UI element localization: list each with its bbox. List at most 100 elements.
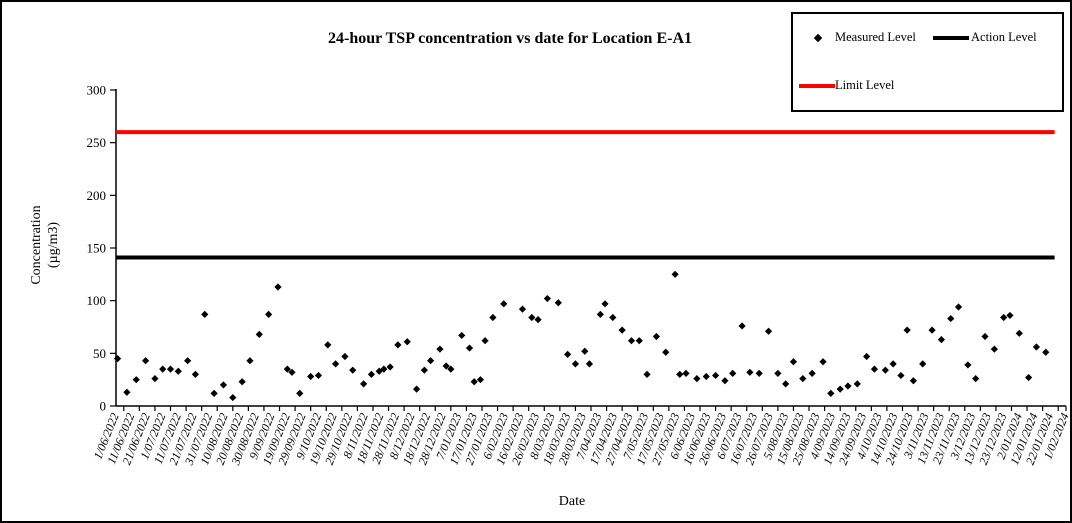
data-point [159,365,167,373]
data-point [808,369,816,377]
data-point [151,375,159,383]
data-point [1025,373,1033,382]
data-point [571,360,580,368]
data-point [534,316,542,324]
data-point [500,300,508,308]
data-point [314,371,323,380]
data-point [528,313,536,322]
action-level-line-icon [933,36,969,40]
legend-action-label: Action Level [971,30,1037,44]
data-point [609,313,617,322]
data-point [470,378,478,386]
data-point [331,360,340,368]
data-point [288,368,296,376]
data-point [191,370,200,378]
legend: Measured Level Action Level Limit Level [791,12,1064,112]
y-tick-label: 100 [87,293,107,308]
y-tick-label: 150 [87,241,107,256]
data-point [307,372,315,381]
data-point [844,382,852,390]
data-point [166,365,175,373]
data-point [682,369,690,377]
data-point [1000,313,1008,322]
data-point [1042,348,1050,356]
data-point [210,389,218,397]
data-point [782,380,790,388]
data-point [1015,329,1023,337]
data-point [229,393,237,402]
data-point [543,294,551,303]
data-point [601,300,609,308]
data-point [799,375,807,383]
data-point [954,303,963,311]
data-point [132,376,140,384]
data-point [141,357,150,365]
data-point [863,352,871,361]
data-point [394,341,402,349]
data-point [1032,343,1041,351]
data-point [489,313,497,322]
data-point [420,366,428,374]
data-point [729,369,737,377]
data-point [909,377,917,385]
data-point [889,360,897,368]
data-point [676,370,684,378]
data-point [836,385,844,393]
data-point [113,355,122,363]
data-point [981,332,989,341]
chart-title: 24-hour TSP concentration vs date for Lo… [327,30,692,47]
data-point [947,314,955,323]
data-point [476,376,485,384]
data-point [465,344,474,352]
data-point [201,310,209,318]
data-point [903,326,911,334]
data-point [870,365,879,373]
data-point [219,381,228,389]
data-point [367,370,376,378]
data-point [671,270,679,278]
data-point [662,348,670,356]
data-point [296,389,304,397]
data-point [403,338,411,346]
data-point [458,331,466,340]
data-point [324,341,332,349]
data-point [518,305,527,313]
data-point [360,380,368,388]
data-point [274,283,282,291]
data-point [738,322,746,330]
data-point [564,350,572,358]
y-tick-label: 0 [100,399,107,414]
data-point [412,385,421,393]
data-point [585,360,594,368]
data-point [426,357,435,365]
x-axis-title: Date [558,494,586,509]
data-point [349,366,357,374]
data-point [341,352,349,361]
data-point [937,336,946,344]
data-point [246,357,254,365]
data-point [972,375,980,383]
data-point [1006,311,1014,320]
data-point [853,380,861,388]
y-tick-label: 50 [93,346,106,361]
data-point [627,337,636,345]
data-point [928,326,936,334]
data-point [789,358,798,366]
data-point [283,365,291,373]
data-point [711,371,720,380]
data-point [184,357,192,365]
y-tick-label: 200 [87,188,107,203]
data-point [746,368,754,376]
data-point [897,371,905,380]
data-point [618,326,626,334]
data-point [764,327,773,335]
data-point [643,370,651,378]
data-point [755,369,763,377]
data-point [447,365,455,373]
data-point [652,332,661,341]
data-point [255,330,263,338]
data-point [481,337,489,345]
data-point [581,347,589,355]
